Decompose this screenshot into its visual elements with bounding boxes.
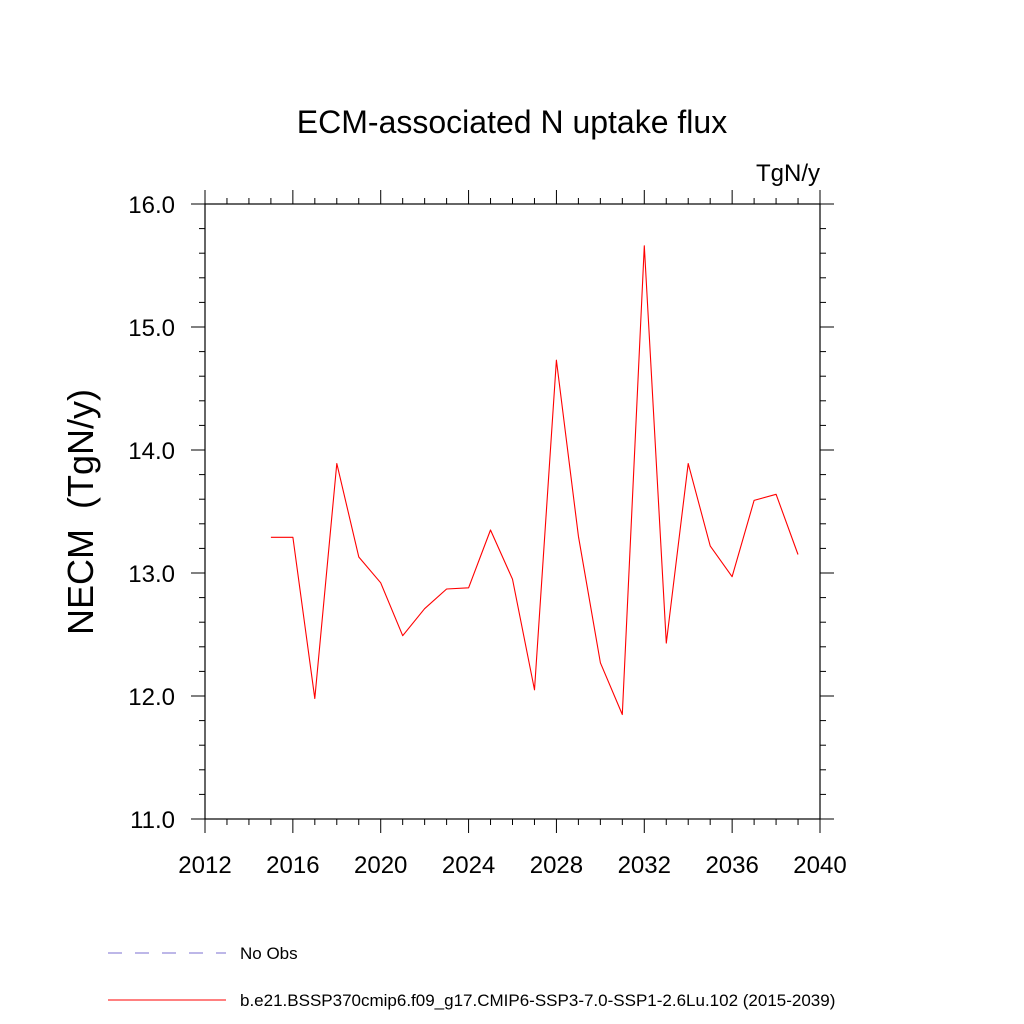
legend-label-model-run: b.e21.BSSP370cmip6.f09_g17.CMIP6-SSP3-7.… bbox=[240, 991, 835, 1010]
y-tick-label: 12.0 bbox=[128, 684, 175, 711]
x-tick-label: 2028 bbox=[530, 852, 583, 879]
y-tick-label: 14.0 bbox=[128, 438, 175, 465]
x-tick-label: 2012 bbox=[178, 852, 231, 879]
legend-label-no-obs: No Obs bbox=[240, 944, 298, 963]
x-tick-label: 2040 bbox=[793, 852, 846, 879]
plot-frame bbox=[204, 203, 821, 820]
x-tick-label: 2024 bbox=[442, 852, 495, 879]
y-axis-label: NECM (TgN/y) bbox=[60, 389, 101, 635]
chart-title: ECM-associated N uptake flux bbox=[297, 104, 727, 140]
x-tick-label: 2016 bbox=[266, 852, 319, 879]
y-tick-label: 13.0 bbox=[128, 561, 175, 588]
x-tick-label: 2032 bbox=[618, 852, 671, 879]
axis-ticks: 2012 2016 2020 2024 2028 2032 2036 2040 11.0 12.0… bbox=[128, 190, 847, 879]
series-line bbox=[270, 245, 799, 716]
y-tick-label: 11.0 bbox=[130, 807, 175, 834]
x-tick-label: 2036 bbox=[705, 852, 758, 879]
y-tick-label: 16.0 bbox=[128, 192, 175, 219]
units-label: TgN/y bbox=[756, 160, 820, 187]
data-layer bbox=[270, 245, 799, 716]
y-tick-label: 15.0 bbox=[128, 315, 175, 342]
x-tick-label: 2020 bbox=[354, 852, 407, 879]
